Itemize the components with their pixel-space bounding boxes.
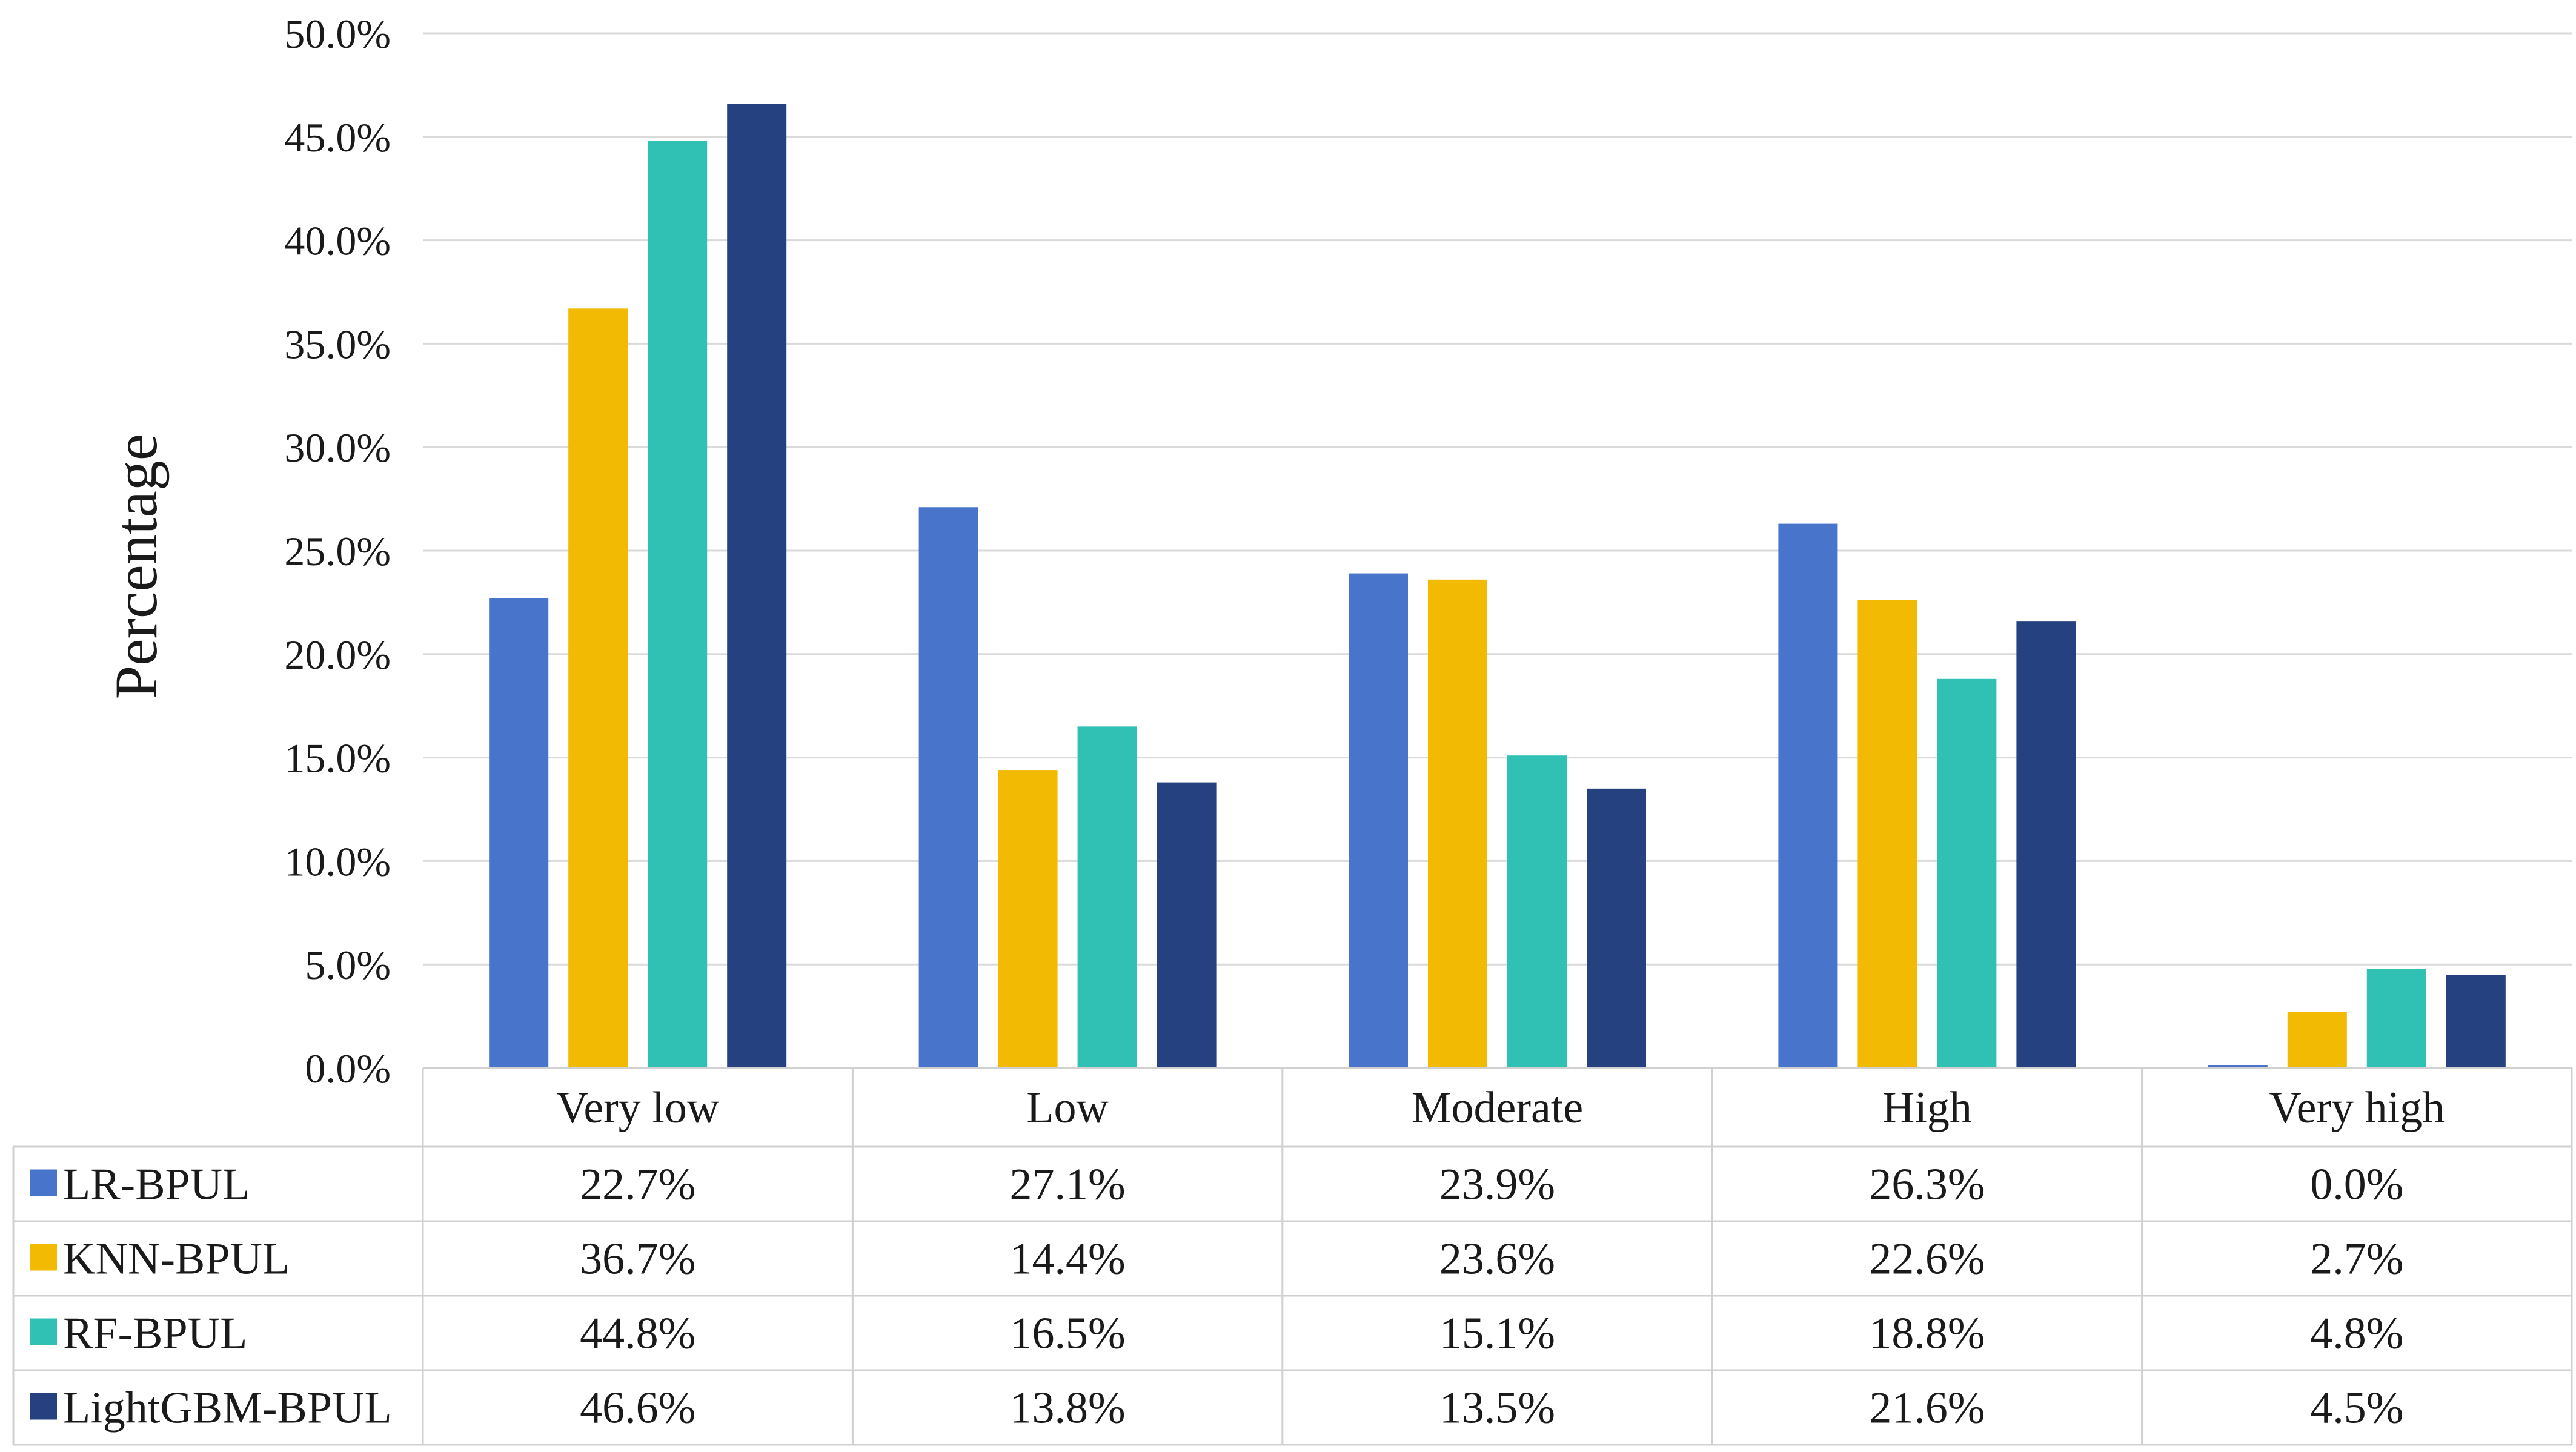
bar-knn-bpul-low <box>998 770 1058 1068</box>
legend-label: RF-BPUL <box>63 1309 247 1359</box>
legend-label: LightGBM-BPUL <box>63 1384 392 1433</box>
bar-lightgbm-bpul-low <box>1157 782 1217 1068</box>
y-tick-label: 10.0% <box>284 838 391 884</box>
y-tick-label: 45.0% <box>284 114 391 161</box>
data-label: 4.5% <box>2310 1384 2403 1433</box>
legend-key <box>30 1169 57 1196</box>
data-label: 18.8% <box>1869 1309 1985 1359</box>
data-label: 14.4% <box>1010 1235 1126 1284</box>
data-label: 21.6% <box>1869 1384 1985 1433</box>
bar-lightgbm-bpul-very-low <box>727 104 787 1068</box>
bar-knn-bpul-very-high <box>2287 1012 2347 1068</box>
legend-key <box>30 1244 57 1271</box>
bar-lightgbm-bpul-high <box>2016 621 2076 1068</box>
bar-rf-bpul-very-high <box>2366 969 2426 1068</box>
category-label: High <box>1882 1083 1972 1133</box>
y-tick-label: 50.0% <box>284 11 391 57</box>
bar-knn-bpul-moderate <box>1428 579 1487 1068</box>
legend-key <box>30 1318 57 1345</box>
bar-lr-bpul-moderate <box>1349 573 1408 1068</box>
bar-lightgbm-bpul-very-high <box>2446 975 2506 1068</box>
data-label: 36.7% <box>580 1235 695 1284</box>
y-tick-label: 40.0% <box>284 218 391 264</box>
y-axis-title: Percentage <box>102 434 170 700</box>
y-tick-label: 15.0% <box>284 735 391 781</box>
y-tick-label: 20.0% <box>284 632 391 678</box>
data-label: 22.6% <box>1869 1235 1985 1284</box>
data-label: 16.5% <box>1010 1309 1126 1359</box>
y-tick-label: 0.0% <box>305 1046 391 1092</box>
legend-key <box>30 1393 57 1420</box>
data-label: 26.3% <box>1869 1160 1985 1210</box>
bar-rf-bpul-very-low <box>648 141 708 1069</box>
data-label: 22.7% <box>580 1160 695 1210</box>
data-label: 44.8% <box>580 1309 695 1359</box>
data-label: 2.7% <box>2310 1235 2403 1284</box>
data-label: 0.0% <box>2310 1160 2403 1210</box>
bar-rf-bpul-high <box>1937 678 1997 1068</box>
data-label: 23.9% <box>1439 1160 1555 1210</box>
y-axis-ticks: 0.0% 5.0% 10.0% 15.0% 20.0% 25.0% 30.0% 35.0% 40… <box>284 11 391 1092</box>
bar-lightgbm-bpul-moderate <box>1587 788 1646 1068</box>
bar-rf-bpul-low <box>1077 726 1137 1068</box>
bars <box>489 104 2506 1069</box>
bar-knn-bpul-very-low <box>568 308 628 1068</box>
y-tick-label: 30.0% <box>284 425 391 471</box>
data-label: 13.5% <box>1439 1384 1555 1433</box>
bar-lr-bpul-low <box>918 507 978 1068</box>
legend-label: KNN-BPUL <box>63 1235 290 1284</box>
category-label: Low <box>1026 1083 1109 1133</box>
data-table: Very low Low Moderate High Very high LR-BPUL 2… <box>12 1067 2573 1446</box>
bar-lr-bpul-very-low <box>489 598 549 1068</box>
y-tick-label: 5.0% <box>305 942 391 988</box>
legend-label: LR-BPUL <box>63 1160 250 1210</box>
data-label: 23.6% <box>1439 1235 1555 1284</box>
data-label: 4.8% <box>2310 1309 2403 1359</box>
data-label: 27.1% <box>1010 1160 1126 1210</box>
bar-rf-bpul-moderate <box>1507 755 1567 1068</box>
data-label: 15.1% <box>1439 1309 1555 1359</box>
category-label: Very high <box>2269 1083 2445 1133</box>
bar-lr-bpul-high <box>1778 523 1838 1068</box>
y-tick-label: 35.0% <box>284 321 391 367</box>
y-tick-label: 25.0% <box>284 528 391 574</box>
category-label: Moderate <box>1412 1083 1584 1133</box>
bar-knn-bpul-high <box>1857 600 1917 1068</box>
category-label: Very low <box>556 1083 720 1133</box>
bar-lr-bpul-very-high <box>2208 1065 2268 1068</box>
data-label: 46.6% <box>580 1384 695 1433</box>
data-label: 13.8% <box>1010 1384 1126 1433</box>
